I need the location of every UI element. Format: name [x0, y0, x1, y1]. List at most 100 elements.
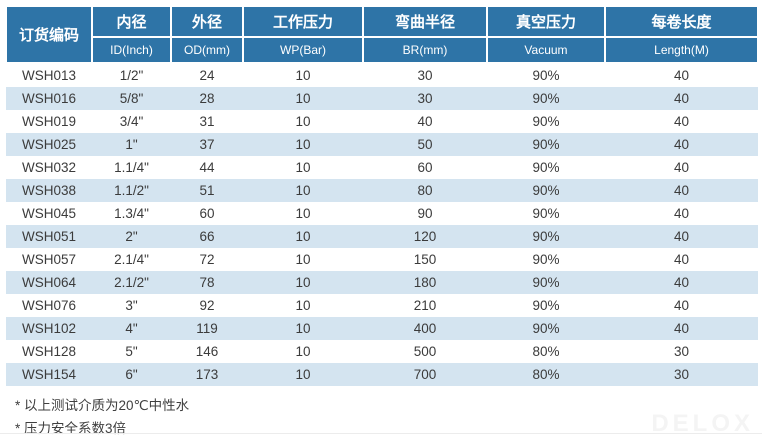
table-row: WSH057 2.1/4" 72 10 150 90% 40 [6, 248, 758, 271]
table-cell: 146 [195, 344, 219, 359]
table-cell: WSH013 [21, 68, 77, 83]
column-header-cn-1: 外径 [170, 5, 244, 38]
table-cell: 40 [673, 206, 690, 221]
table-cell: 90% [532, 298, 560, 313]
table-cell: 10 [295, 114, 311, 129]
column-header-en-5: Length(M) [604, 36, 759, 64]
table-cell: 90 [417, 206, 433, 221]
column-header-cn-3: 弯曲半径 [362, 5, 488, 38]
table-cell: 700 [413, 367, 437, 382]
table-row: WSH064 2.1/2" 78 10 180 90% 40 [6, 271, 758, 294]
table-cell: 30 [673, 344, 690, 359]
table-cell: 2" [125, 229, 138, 244]
footnote-test-medium: * 以上测试介质为20℃中性水 [15, 398, 190, 413]
table-cell: 10 [295, 68, 311, 83]
table-cell: 40 [673, 229, 690, 244]
table-cell: WSH102 [21, 321, 77, 336]
column-header-cn-5: 每卷长度 [604, 5, 759, 38]
table-cell: WSH025 [21, 137, 77, 152]
table-cell: 60 [199, 206, 215, 221]
table-cell: WSH019 [21, 114, 77, 129]
table-cell: 78 [199, 275, 215, 290]
table-cell: WSH045 [21, 206, 77, 221]
table-cell: WSH016 [21, 91, 77, 106]
table-cell: 30 [673, 367, 690, 382]
table-cell: 40 [673, 252, 690, 267]
table-cell: 72 [199, 252, 215, 267]
table-cell: 90% [532, 275, 560, 290]
header-row-english: ID(Inch) OD(mm) WP(Bar) BR(mm) Vacuum Length(… [6, 36, 759, 64]
table-cell: 40 [673, 160, 690, 175]
table-cell: 10 [295, 344, 311, 359]
table-row: WSH102 4" 119 10 400 90% 40 [6, 317, 758, 340]
table-cell: 80% [532, 344, 560, 359]
table-cell: 400 [413, 321, 437, 336]
table-cell: 2.1/2" [114, 275, 149, 290]
table-cell: 90% [532, 114, 560, 129]
table-cell: 150 [413, 252, 437, 267]
delox-watermark: DELOX [651, 410, 754, 437]
table-cell: 1.1/2" [114, 183, 149, 198]
table-cell: 500 [413, 344, 437, 359]
table-cell: 210 [413, 298, 437, 313]
table-cell: 40 [673, 68, 690, 83]
table-cell: 30 [417, 91, 433, 106]
table-cell: WSH038 [21, 183, 77, 198]
table-cell: 24 [199, 68, 215, 83]
table-cell: 60 [417, 160, 433, 175]
spec-table-container: 订货编码 内径 外径 工作压力 弯曲半径 真空压力 每卷长度 ID(Inch) OD(mm)… [5, 5, 759, 386]
table-header: 订货编码 内径 外径 工作压力 弯曲半径 真空压力 每卷长度 ID(Inch) OD(mm)… [5, 5, 759, 64]
hose-spec-table: 订货编码 内径 外径 工作压力 弯曲半径 真空压力 每卷长度 ID(Inch) OD(mm)… [5, 5, 759, 386]
table-cell: 3/4" [119, 114, 144, 129]
table-cell: 1.1/4" [114, 160, 149, 175]
table-cell: 90% [532, 68, 560, 83]
table-cell: 119 [196, 321, 218, 336]
table-cell: 40 [673, 183, 690, 198]
table-cell: 6" [125, 367, 138, 382]
table-cell: WSH128 [21, 344, 77, 359]
table-cell: WSH057 [21, 252, 77, 267]
table-cell: 10 [295, 160, 311, 175]
table-body: WSH013 1/2" 24 10 30 90% 40 WSH016 5/8" 28 10 30 90%… [6, 63, 758, 386]
column-header-en-1: OD(mm) [170, 36, 244, 64]
column-header-cn-2: 工作压力 [242, 5, 364, 38]
table-cell: 90% [532, 252, 560, 267]
column-header-cn-4: 真空压力 [486, 5, 606, 38]
table-cell: 10 [295, 137, 311, 152]
table-cell: 180 [413, 275, 437, 290]
table-cell: 31 [199, 114, 215, 129]
table-cell: 1" [125, 137, 138, 152]
table-cell: 80% [532, 367, 560, 382]
table-cell: 4" [125, 321, 138, 336]
table-cell: WSH051 [21, 229, 77, 244]
table-cell: 90% [532, 229, 560, 244]
table-cell: WSH076 [21, 298, 77, 313]
table-cell: 10 [295, 91, 311, 106]
table-row: WSH076 3" 92 10 210 90% 40 [6, 294, 758, 317]
table-cell: 40 [673, 114, 690, 129]
table-cell: 40 [673, 91, 690, 106]
footnote-safety-factor: * 压力安全系数3倍 [15, 421, 127, 436]
table-cell: 90% [532, 206, 560, 221]
table-cell: 3" [125, 298, 138, 313]
table-row: WSH016 5/8" 28 10 30 90% 40 [6, 87, 758, 110]
table-row: WSH051 2" 66 10 120 90% 40 [6, 225, 758, 248]
table-cell: WSH032 [21, 160, 77, 175]
table-cell: 90% [532, 160, 560, 175]
table-row: WSH025 1" 37 10 50 90% 40 [6, 133, 758, 156]
column-header-en-4: Vacuum [486, 36, 606, 64]
table-cell: 120 [413, 229, 437, 244]
table-cell: 90% [532, 137, 560, 152]
table-cell: 1.3/4" [114, 206, 149, 221]
table-cell: 10 [295, 298, 311, 313]
table-row: WSH013 1/2" 24 10 30 90% 40 [6, 63, 758, 87]
table-cell: 2.1/4" [114, 252, 149, 267]
table-cell: 40 [673, 298, 690, 313]
table-cell: 10 [295, 321, 311, 336]
column-header-en-0: ID(Inch) [91, 36, 172, 64]
table-cell: 10 [295, 229, 311, 244]
footnotes: * 以上测试介质为20℃中性水 * 压力安全系数3倍 [15, 394, 189, 440]
table-row: WSH045 1.3/4" 60 10 90 90% 40 [6, 202, 758, 225]
table-cell: 44 [199, 160, 215, 175]
table-cell: 10 [295, 367, 311, 382]
